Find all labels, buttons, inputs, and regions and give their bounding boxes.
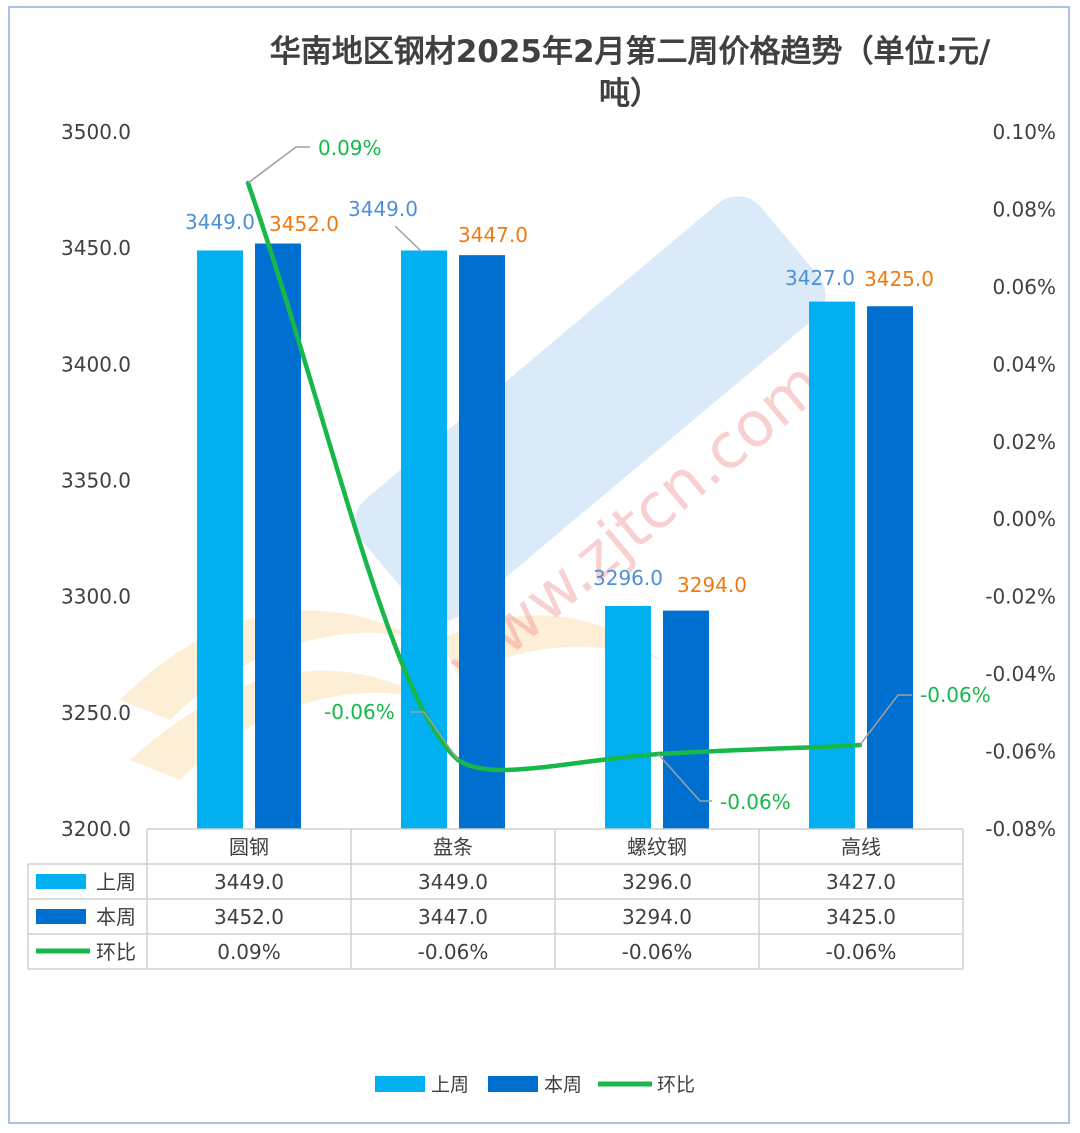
table-header-cell: 圆钢 [229,835,269,859]
bar-label-this-week: 3294.0 [677,573,747,597]
ratio-line: 0.09% -0.06% -0.06% -0.06% [245,136,991,814]
legend-key-this-week [488,1076,538,1092]
ratio-label: -0.06% [920,683,991,707]
right-axis-tick: 0.08% [992,197,1056,221]
left-axis-tick: 3300.0 [61,585,131,609]
table-cell: 3427.0 [826,870,896,894]
bar-prev-week [605,605,651,829]
leader-line [394,225,423,253]
table-cell: 3452.0 [214,905,284,929]
bar-labels: 3449.0 3449.0 3296.0 3427.0 3452.0 3447.0 3294… [185,197,934,597]
right-axis-tick: 0.10% [992,120,1056,144]
legend: 上周 本周 环比 [375,1074,695,1096]
bar-label-prev-week: 3296.0 [593,566,663,590]
table-cell: 3449.0 [214,870,284,894]
left-axis-tick: 3400.0 [61,352,131,376]
ratio-label: -0.06% [720,790,791,814]
bar-label-this-week: 3447.0 [458,223,528,247]
legend-label: 上周 [431,1074,469,1096]
chart-title-line1: 华南地区钢材2025年2月第二周价格趋势（单位:元/ [270,34,991,70]
table-cell: -0.06% [418,940,489,964]
table-row-label: 本周 [96,905,136,929]
left-axis: 3500.0 3450.0 3400.0 3350.0 3300.0 3250.0 3200… [61,120,131,841]
bar-label-this-week: 3452.0 [269,212,339,236]
legend-label: 环比 [657,1074,695,1096]
ratio-series-line [245,180,863,773]
table-legend-key [36,874,86,889]
bar-label-prev-week: 3427.0 [785,266,855,290]
right-axis-tick: -0.06% [985,740,1056,764]
table-header-cell: 螺纹钢 [627,835,687,859]
bar-label-prev-week: 3449.0 [185,210,255,234]
left-axis-tick: 3500.0 [61,120,131,144]
chart-title-line2: 吨） [599,76,661,112]
table-header-cell: 盘条 [433,835,473,859]
bar-this-week [459,255,505,830]
right-axis-tick: 0.06% [992,275,1056,299]
right-axis-tick: -0.08% [985,817,1056,841]
table-cell: 3449.0 [418,870,488,894]
bars [197,243,913,830]
table-cell: 3296.0 [622,870,692,894]
table-header-cell: 高线 [841,835,881,859]
right-axis-tick: -0.02% [985,585,1056,609]
left-axis-tick: 3250.0 [61,701,131,725]
bar-this-week [255,243,301,829]
ratio-leader-line [859,694,912,746]
bar-this-week [663,610,709,829]
table-legend-key [36,909,86,924]
bar-prev-week [197,250,243,830]
table-cell: 3447.0 [418,905,488,929]
ratio-leader-line [657,753,712,802]
legend-key-prev-week [375,1076,425,1092]
ratio-label: -0.06% [324,700,395,724]
table-cell: 0.09% [217,940,281,964]
right-axis-tick: 0.00% [992,507,1056,531]
table-row-label: 环比 [96,940,136,964]
bar-label-prev-week: 3449.0 [348,197,418,221]
bar-prev-week [809,301,855,829]
table-cell: -0.06% [826,940,897,964]
left-axis-tick: 3350.0 [61,469,131,493]
legend-label: 本周 [544,1074,582,1096]
left-axis-tick: 3450.0 [61,236,131,260]
table-cell: -0.06% [622,940,693,964]
table-cell: 3425.0 [826,905,896,929]
left-axis-tick: 3200.0 [61,817,131,841]
right-axis-tick: 0.02% [992,430,1056,454]
bar-this-week [867,306,913,829]
table-cell: 3294.0 [622,905,692,929]
ratio-label: 0.09% [318,136,382,160]
bar-label-this-week: 3425.0 [864,267,934,291]
right-axis: 0.10% 0.08% 0.06% 0.04% 0.02% 0.00% -0.02% -0.0… [985,120,1056,841]
right-axis-tick: -0.04% [985,662,1056,686]
ratio-leader-line [410,711,459,761]
right-axis-tick: 0.04% [992,352,1056,376]
ratio-leader-line [247,146,310,184]
table-row-label: 上周 [96,870,136,894]
